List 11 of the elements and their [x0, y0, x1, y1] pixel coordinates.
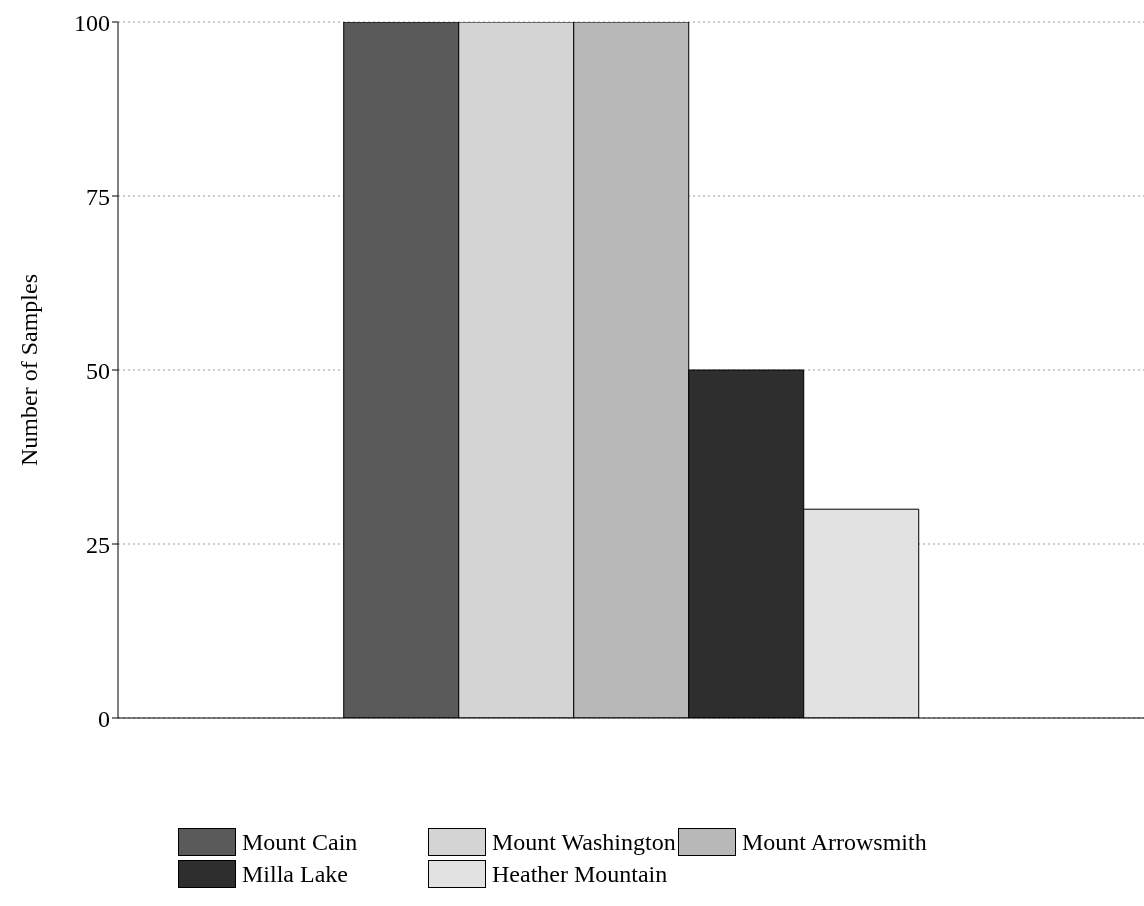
legend-label: Heather Mountain — [492, 860, 668, 888]
y-tick-label: 50 — [86, 357, 110, 384]
legend-label: Milla Lake — [242, 860, 348, 888]
legend-label: Mount Washington — [492, 828, 676, 856]
legend-label: Mount Cain — [242, 828, 358, 856]
legend-label: Mount Arrowsmith — [742, 828, 927, 856]
y-tick-label: 0 — [98, 705, 110, 732]
y-tick-label: 25 — [86, 531, 110, 558]
y-axis-title: Number of Samples — [15, 274, 42, 466]
y-tick-label: 100 — [74, 9, 110, 36]
y-tick-label: 75 — [86, 183, 110, 210]
